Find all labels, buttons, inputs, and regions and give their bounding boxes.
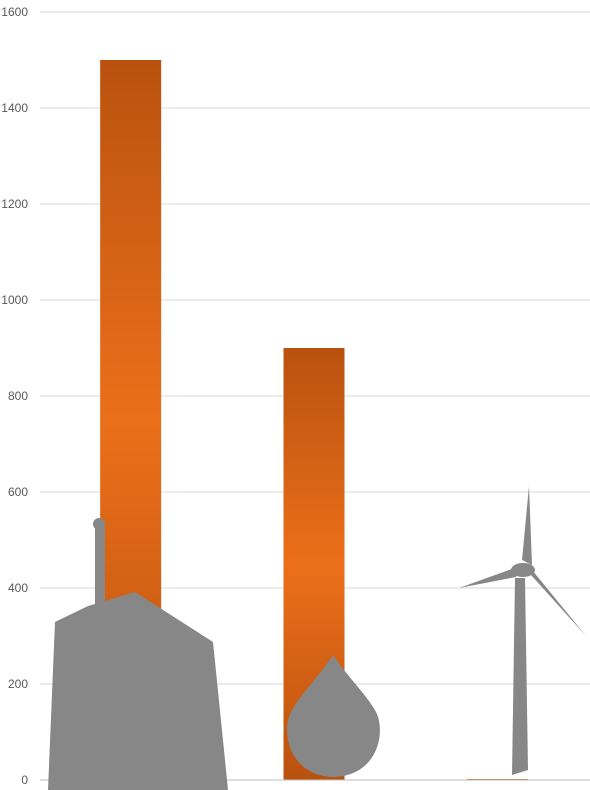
y-tick-label: 1600: [1, 5, 28, 19]
y-tick-label: 1200: [1, 197, 28, 211]
y-tick-label: 800: [8, 389, 28, 403]
y-tick-label: 600: [8, 485, 28, 499]
y-tick-label: 400: [8, 581, 28, 595]
wind-turbine-icon: [459, 486, 586, 775]
y-tick-label: 200: [8, 677, 28, 691]
y-tick-label: 1000: [1, 293, 28, 307]
y-tick-label: 1400: [1, 101, 28, 115]
factory-icon: [48, 518, 228, 790]
water-drop-icon: [287, 655, 380, 777]
y-axis-tick-labels: 0 200 400 600 800 1000 1200 1400 1600: [1, 5, 28, 787]
y-tick-label: 0: [21, 773, 28, 787]
